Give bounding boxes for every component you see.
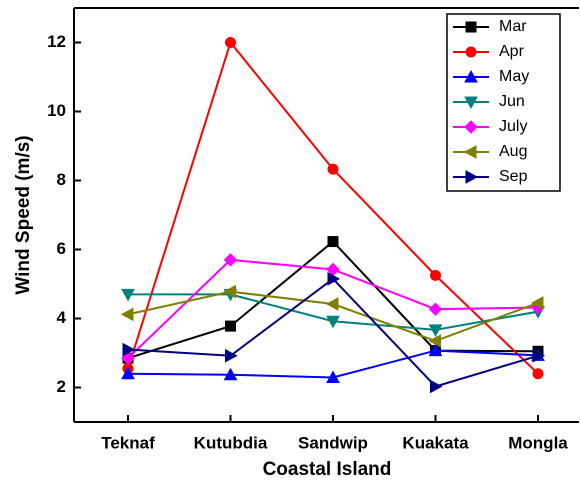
- marker: [225, 320, 236, 332]
- marker: [121, 288, 135, 302]
- y-tick-label: 4: [57, 308, 67, 327]
- marker: [530, 296, 544, 310]
- marker: [122, 342, 136, 357]
- x-axis-title: Coastal Island: [263, 459, 392, 480]
- marker: [464, 96, 478, 110]
- marker: [532, 348, 546, 363]
- marker: [223, 253, 238, 267]
- marker: [465, 170, 479, 184]
- marker: [223, 367, 238, 381]
- marker: [223, 284, 236, 299]
- legend-label: July: [499, 118, 527, 135]
- marker: [532, 368, 544, 380]
- marker: [428, 334, 441, 348]
- marker: [325, 297, 339, 311]
- legend-label: Jun: [499, 93, 525, 110]
- y-tick-label: 12: [47, 32, 66, 51]
- x-tick-label: Sandwip: [298, 433, 368, 452]
- marker: [463, 145, 477, 159]
- y-tick-label: 2: [57, 377, 66, 396]
- marker: [430, 269, 441, 281]
- marker: [121, 351, 135, 365]
- x-tick-label: Kutubdia: [194, 433, 268, 452]
- marker: [428, 302, 443, 316]
- marker: [430, 379, 443, 394]
- marker: [326, 370, 340, 383]
- marker: [428, 343, 443, 357]
- legend-label: Mar: [499, 18, 527, 35]
- marker: [225, 37, 236, 48]
- x-tick-label: Mongla: [508, 433, 568, 452]
- y-tick-label: 10: [47, 101, 66, 120]
- legend-label: Aug: [499, 143, 527, 160]
- marker: [465, 21, 477, 33]
- x-tick-label: Teknaf: [101, 433, 155, 452]
- legend-label: May: [499, 68, 529, 85]
- marker: [465, 46, 477, 58]
- marker: [225, 348, 238, 363]
- legend: Mar Apr May Jun July Aug Sep: [446, 13, 561, 192]
- y-axis-title: Wind Speed (m/s): [13, 135, 34, 294]
- marker: [120, 307, 134, 322]
- marker: [428, 324, 443, 337]
- legend-label: Sep: [499, 168, 528, 185]
- marker: [464, 69, 478, 83]
- y-tick-label: 8: [57, 170, 66, 189]
- x-tick-label: Kuakata: [402, 433, 469, 452]
- marker: [121, 366, 135, 380]
- marker: [326, 315, 340, 329]
- marker: [327, 271, 341, 286]
- marker: [327, 163, 339, 175]
- y-tick-label: 6: [57, 239, 66, 258]
- legend-label: Apr: [499, 43, 525, 60]
- marker: [327, 236, 339, 248]
- marker: [464, 120, 478, 134]
